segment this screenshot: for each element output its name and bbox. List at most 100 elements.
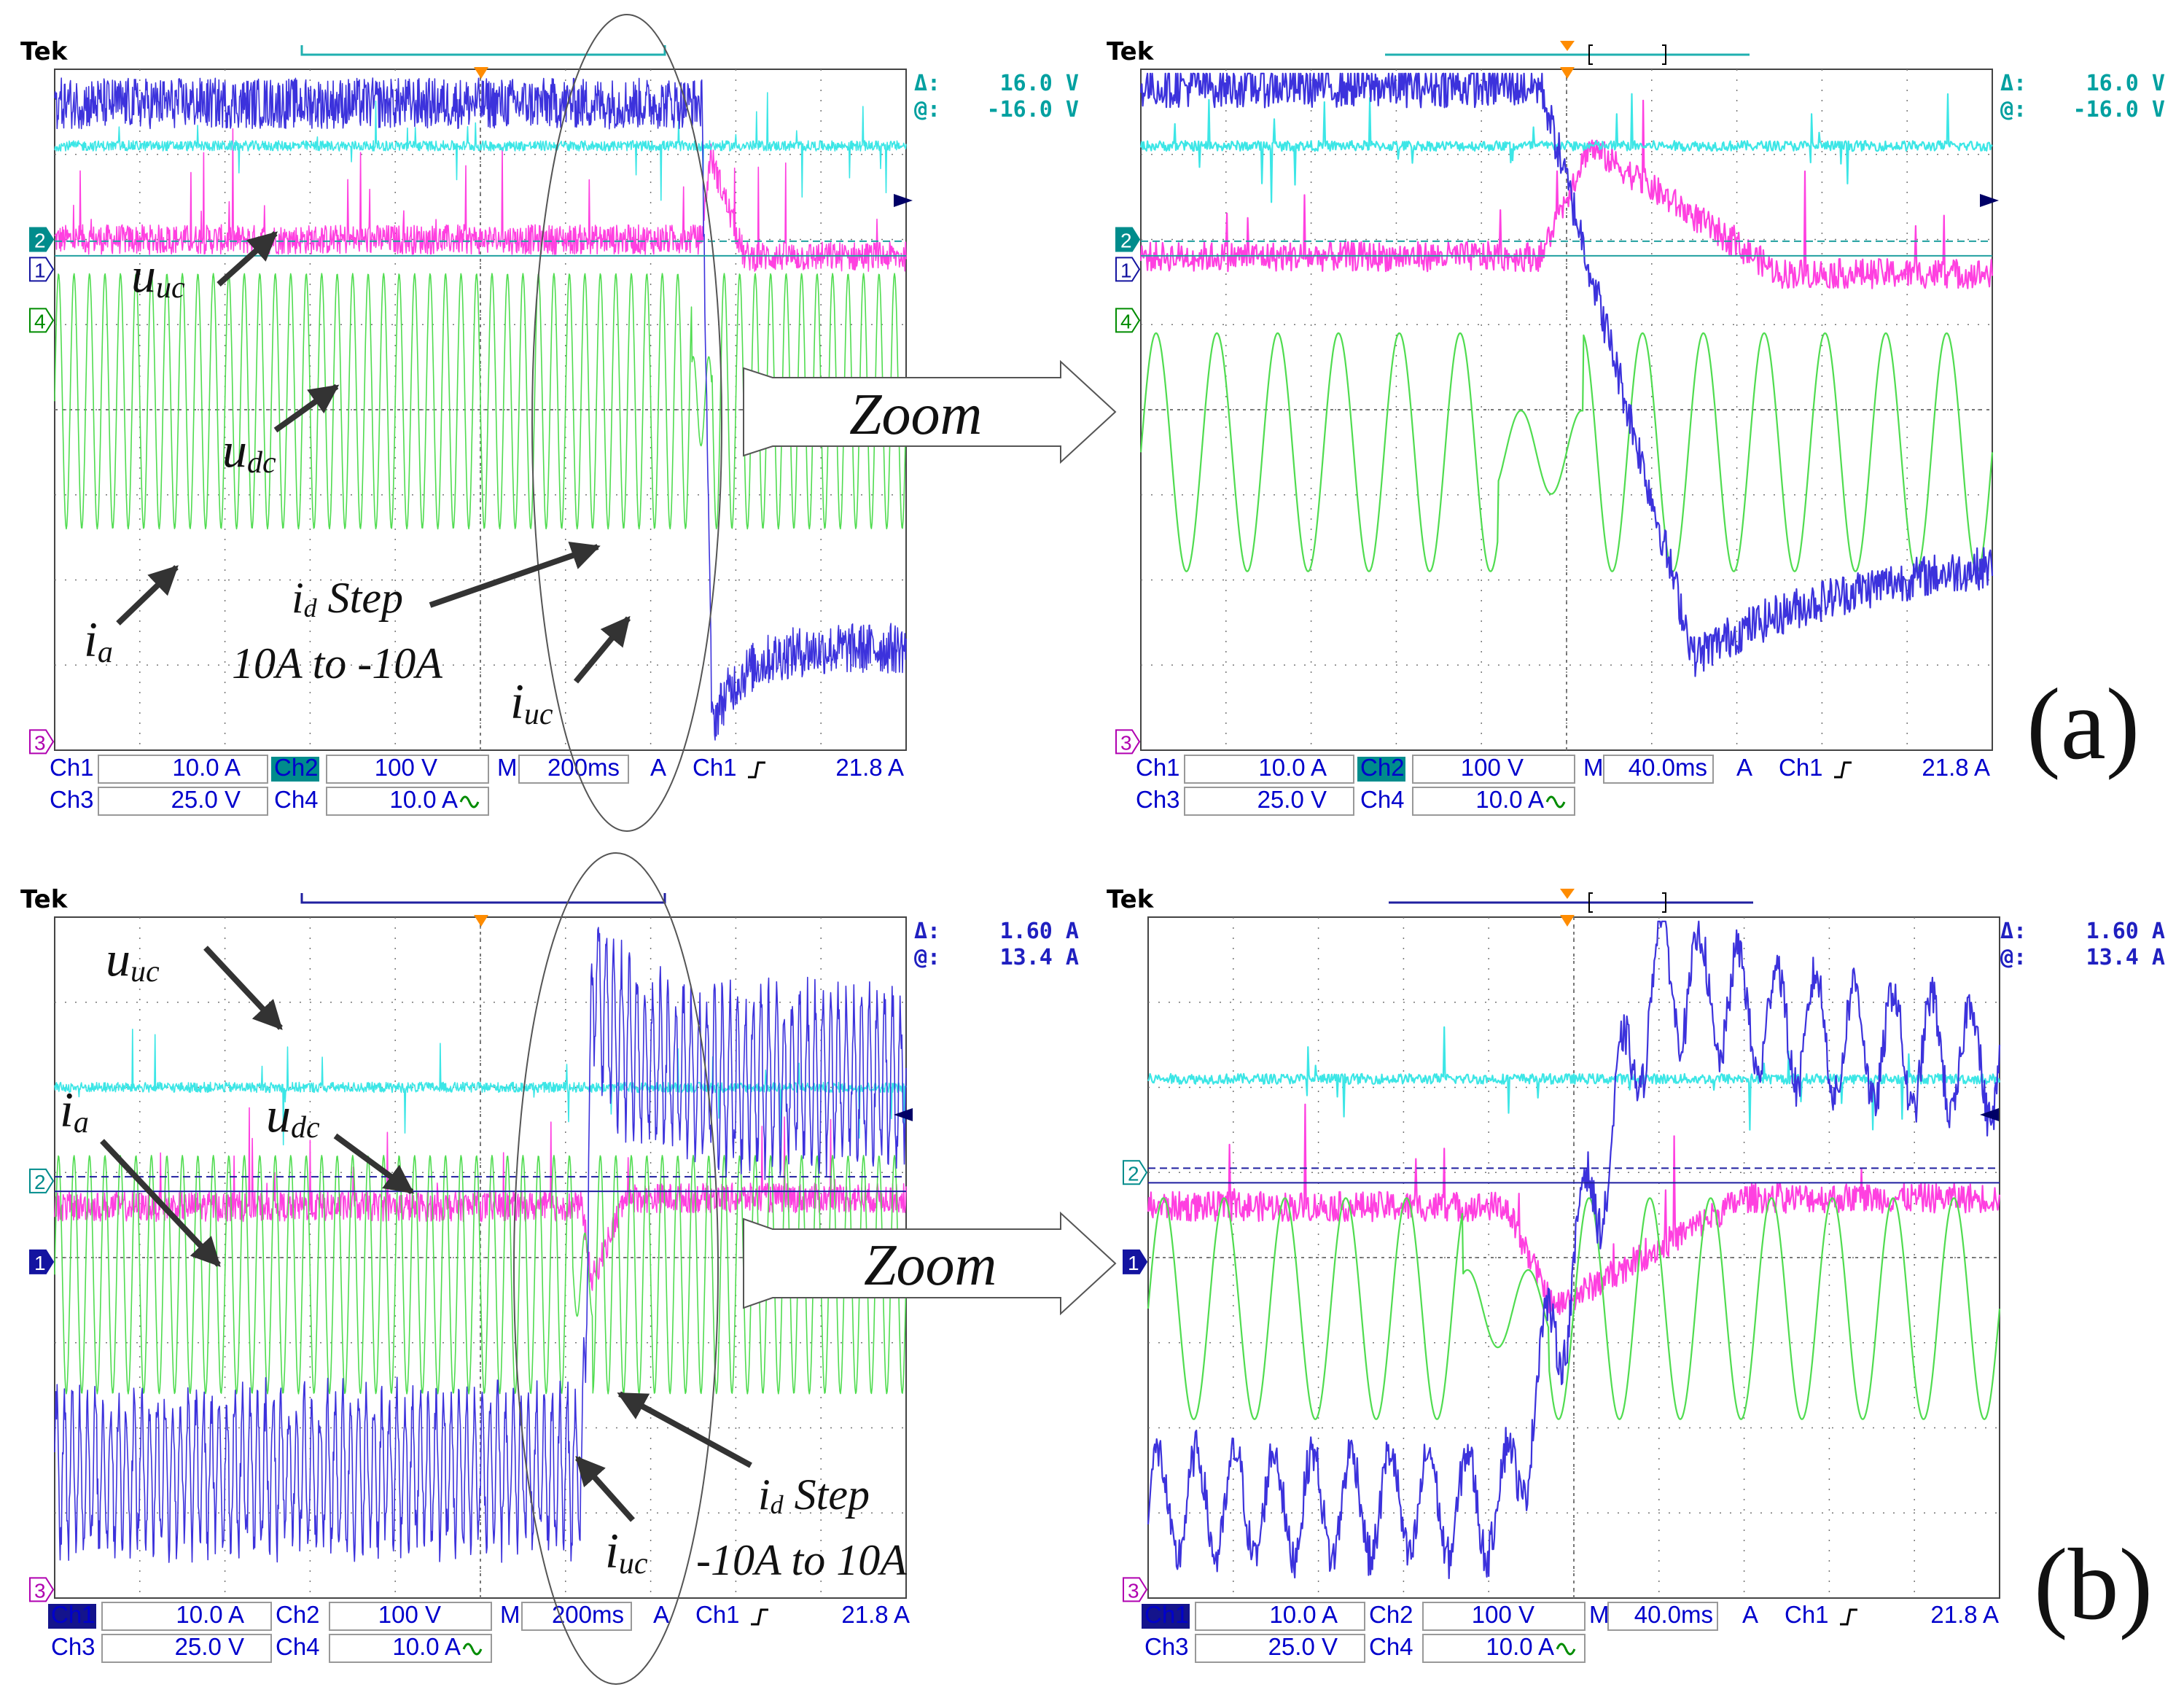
ch4-scale: 10.0 A (392, 1633, 461, 1660)
trigger-level-marker-icon (1980, 1108, 1999, 1121)
ch3-box (1195, 1634, 1365, 1663)
step-text: Step (317, 574, 403, 622)
trace-layer (1147, 920, 2001, 1580)
channel-marker-4 (29, 308, 55, 333)
uc-subscript: uc (130, 955, 160, 989)
annotation-arrow-icon (575, 1456, 635, 1522)
brand-label: Tek (20, 37, 69, 66)
u-uc-label: uuc (106, 931, 160, 989)
u-letter: u (222, 422, 247, 478)
ch2-box (329, 1602, 492, 1631)
cursor-delta-value: 16.0 V (2086, 71, 2165, 96)
step-label-a: id Step (292, 574, 403, 623)
ch1-scale: 10.0 A (172, 754, 241, 781)
ch2-box (1422, 1602, 1586, 1631)
channel-marker-label: 1 (34, 1252, 46, 1274)
timebase-m-label: M (1589, 1601, 1610, 1628)
record-window-bracket (1588, 892, 1666, 913)
rising-edge-icon (751, 1608, 768, 1626)
trace-i-uc (54, 77, 907, 741)
ch2-label: Ch2 (1369, 1601, 1413, 1628)
ch2-box (1412, 755, 1575, 784)
channel-marker-label: 2 (34, 1171, 46, 1193)
trace-u-uc (54, 92, 907, 201)
acq-mode-label: A (1742, 1601, 1758, 1628)
trigger-marker-icon (474, 915, 488, 927)
trace-u-uc (54, 1029, 907, 1146)
cursor-at-label: @: (2000, 945, 2027, 970)
scope-screen-b-right: Tek 2 1 3 Δ: 1.60 A @: 13.4 A Ch1 10.0 A C… (1107, 885, 2165, 1663)
channel-marker-label: 3 (1128, 1579, 1139, 1602)
ch3-box (1184, 787, 1354, 816)
acq-mode-label: A (653, 1601, 669, 1628)
record-bracket (300, 45, 666, 56)
zoom-label: Zoom (864, 1234, 997, 1298)
ch3-label: Ch3 (1136, 786, 1180, 813)
step-text: Step (784, 1470, 870, 1519)
trigger-source: Ch1 (693, 754, 737, 781)
trigger-source: Ch1 (695, 1601, 740, 1628)
trace-u-dc (1147, 1103, 2001, 1315)
ch3-scale: 25.0 V (171, 786, 241, 813)
trace-u-dc (1139, 99, 1994, 289)
ch2-label-bg (271, 757, 319, 782)
cursor-delta-label: Δ: (2000, 71, 2027, 96)
ch1-label: Ch1 (51, 1601, 95, 1628)
i-letter: i (292, 574, 304, 622)
acq-mode-label: A (650, 754, 666, 781)
uc-subscript: uc (156, 271, 185, 305)
trigger-level: 21.8 A (841, 1601, 910, 1628)
cursor-at-value: -16.0 V (2073, 97, 2165, 122)
ac-coupling-icon (462, 1643, 483, 1656)
ch2-scale: 100 V (1461, 754, 1524, 781)
i-letter: i (605, 1523, 619, 1578)
channel-marker-label: 2 (34, 230, 46, 252)
trace-i-uc (1147, 920, 2001, 1580)
panel-label-b: (b) (2034, 1528, 2153, 1641)
trigger-source: Ch1 (1779, 754, 1823, 781)
readout-bar: Ch1 10.0 A Ch2 100 V M 40.0ms A Ch1 21.8… (1142, 1601, 1999, 1663)
ch3-label: Ch3 (51, 1633, 95, 1660)
zoom-label: Zoom (849, 383, 982, 447)
ch3-scale: 25.0 V (175, 1633, 244, 1660)
ch2-box (326, 755, 489, 784)
ac-coupling-icon (459, 795, 480, 809)
trigger-marker-icon (474, 67, 488, 79)
ch1-box (1195, 1602, 1365, 1631)
ch1-box (98, 755, 268, 784)
channel-marker-label: 3 (1120, 731, 1132, 754)
ac-coupling-icon (1545, 795, 1566, 809)
channel-markers: 2 1 4 3 (1115, 227, 1141, 755)
scope-screen-a-right: Tek 2 1 4 3 Δ: 16.0 V @: -16.0 V Ch1 10.0 A… (1107, 37, 2165, 816)
annotation-arrow-icon (203, 946, 283, 1030)
annotation-arrow-icon (116, 565, 179, 626)
annotation-arrow-icon (429, 541, 601, 608)
channel-marker-4 (1115, 308, 1141, 333)
acq-mode-label: A (1736, 754, 1752, 781)
ch4-label: Ch4 (274, 786, 319, 813)
cursor-at-value: 13.4 A (1000, 945, 1079, 970)
uc-subscript: uc (524, 698, 553, 731)
trigger-level: 21.8 A (1922, 754, 1990, 781)
annotations-a: Zoom uuc udc ia id Step 10A to -10A iuc … (84, 14, 2140, 832)
i-uc-label: iuc (605, 1523, 648, 1581)
channel-marker-label: 3 (34, 1579, 46, 1602)
highlight-ellipse (531, 14, 722, 832)
panel-label-a: (a) (2027, 668, 2140, 781)
trace-i-uc (54, 927, 907, 1563)
ac-coupling-icon (1556, 1643, 1576, 1656)
annotation-arrow-icon (273, 383, 340, 433)
channel-marker-1 (1123, 1249, 1148, 1274)
channel-marker-label: 1 (1128, 1252, 1139, 1274)
u-letter: u (106, 931, 130, 986)
trigger-level-marker-icon (1980, 194, 1999, 207)
trigger-marker-icon (1560, 67, 1575, 79)
uc-subscript: uc (619, 1547, 648, 1581)
channel-marker-3 (1115, 729, 1141, 755)
timebase-m-label: M (497, 754, 518, 781)
ch2-label: Ch2 (274, 754, 319, 781)
i-uc-label: iuc (510, 674, 553, 731)
annotation-arrow-icon (217, 231, 278, 287)
trace-i-a (1147, 1197, 2001, 1420)
